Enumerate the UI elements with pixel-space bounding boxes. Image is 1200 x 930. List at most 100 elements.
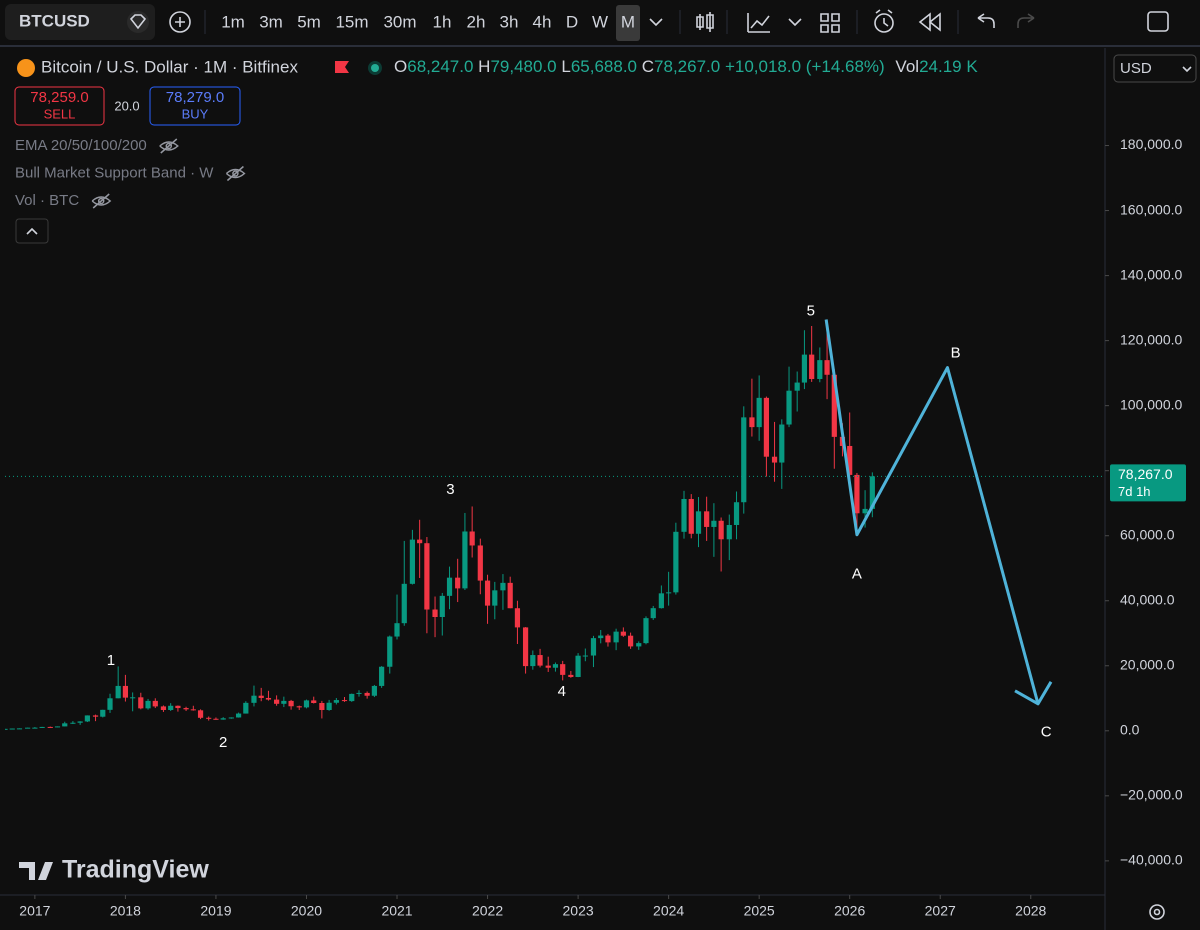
candle-body (568, 674, 574, 677)
candle-body (741, 417, 747, 503)
candle-body (847, 445, 853, 475)
hidden-icon[interactable] (225, 165, 246, 182)
x-tick-label: 2019 (200, 903, 231, 919)
candle-body (54, 726, 61, 728)
x-tick-label: 2024 (653, 903, 684, 919)
wave-label: 1 (107, 652, 115, 669)
candle-body (862, 508, 868, 514)
candle-body (394, 623, 400, 637)
candle-body (711, 520, 717, 527)
candle-body (552, 664, 559, 668)
candle-body (869, 476, 875, 509)
candle-body (650, 608, 656, 619)
y-tick-label: −40,000.0 (1120, 852, 1183, 868)
redo-button[interactable] (1017, 13, 1035, 28)
candle-body (152, 700, 158, 707)
candle-body (477, 545, 483, 581)
interval[interactable]: 4h (533, 12, 552, 31)
candle-body (379, 666, 385, 686)
y-tick-label: 180,000.0 (1120, 136, 1182, 152)
indicators-button[interactable] (747, 13, 770, 33)
interval[interactable]: 3m (259, 12, 283, 31)
interval[interactable]: 2h (467, 12, 486, 31)
interval[interactable]: 1m (221, 12, 245, 31)
buy-label[interactable]: BUY (182, 106, 209, 121)
candle-body (39, 726, 45, 728)
candle-body (417, 539, 423, 544)
hidden-icon[interactable] (159, 138, 179, 154)
candle-body (681, 498, 687, 532)
interval[interactable]: 15m (335, 12, 368, 31)
interval[interactable]: W (592, 12, 608, 31)
plot-area (5, 320, 1105, 730)
candle-body (138, 697, 144, 709)
y-tick-label: 160,000.0 (1120, 201, 1182, 217)
candle-body (537, 655, 543, 666)
hidden-icon[interactable] (91, 193, 112, 209)
diamond-icon (129, 14, 147, 30)
candle-body (530, 655, 536, 667)
candle-body (220, 718, 226, 720)
sell-label[interactable]: SELL (44, 106, 76, 121)
interval-group: 1m 3m 5m 15m 30m 1h 2h 3h 4h D W M (221, 5, 640, 41)
candle-body (666, 592, 672, 594)
candle-body (507, 582, 513, 609)
interval[interactable]: 1h (433, 12, 452, 31)
sell-button[interactable] (14, 86, 105, 126)
replay-button[interactable] (918, 12, 941, 32)
candle-body (756, 397, 762, 428)
interval[interactable]: 30m (383, 12, 416, 31)
candle-body (831, 374, 837, 437)
collapse-button[interactable] (15, 218, 49, 244)
x-tick-label: 2023 (563, 903, 594, 919)
fullscreen-button[interactable] (1147, 11, 1169, 32)
y-tick-label: 40,000.0 (1120, 591, 1175, 607)
indicators-dropdown[interactable] (788, 18, 802, 27)
x-tick-label: 2026 (834, 903, 865, 919)
candle-body (288, 700, 294, 707)
candle-body (658, 593, 664, 609)
candle-body (613, 631, 619, 643)
interval[interactable]: M (621, 12, 635, 31)
wave-label: 2 (219, 734, 227, 751)
y-tick-label: 140,000.0 (1120, 266, 1182, 282)
buy-price[interactable]: 78,279.0 (166, 89, 224, 106)
volume-value: 24.19 K (919, 57, 978, 76)
interval[interactable]: 5m (297, 12, 321, 31)
candle-body (25, 727, 31, 729)
candle-body (387, 636, 393, 667)
candle-body (364, 692, 370, 696)
symbol[interactable]: BTCUSD (19, 11, 90, 30)
symbol-box[interactable] (5, 4, 155, 40)
candle-body (786, 390, 792, 425)
x-tick-label: 2022 (472, 903, 503, 919)
currency[interactable]: USD (1120, 60, 1152, 77)
candle-body (484, 580, 491, 606)
buy-button[interactable] (149, 86, 241, 126)
candle-body (695, 511, 702, 534)
candle-body (439, 595, 445, 618)
last-price-badge (1110, 464, 1186, 502)
flag-icon[interactable] (335, 61, 349, 73)
chart-type-button[interactable] (696, 12, 714, 32)
add-symbol-button[interactable] (169, 11, 191, 33)
candle-body (582, 655, 588, 657)
layouts-button[interactable] (820, 13, 840, 33)
ohlc-value: 78,267.0 (654, 57, 720, 76)
interval[interactable]: 3h (500, 12, 519, 31)
undo-button[interactable] (977, 13, 995, 28)
hidden-icon-pupil (165, 142, 173, 150)
candle-body (16, 728, 23, 730)
alert-icon (875, 9, 893, 27)
currency-dropdown-icon (1182, 66, 1192, 73)
interval[interactable]: D (566, 12, 578, 31)
currency-select[interactable] (1113, 54, 1197, 83)
settings-button[interactable] (1149, 904, 1165, 920)
sell-price[interactable]: 78,259.0 (30, 89, 88, 106)
candle-body (235, 713, 242, 718)
market-status (371, 64, 379, 72)
wave-projection (824, 319, 1040, 705)
candle-body (115, 685, 121, 699)
interval-dropdown[interactable] (649, 18, 663, 27)
alert-button[interactable] (874, 13, 894, 33)
